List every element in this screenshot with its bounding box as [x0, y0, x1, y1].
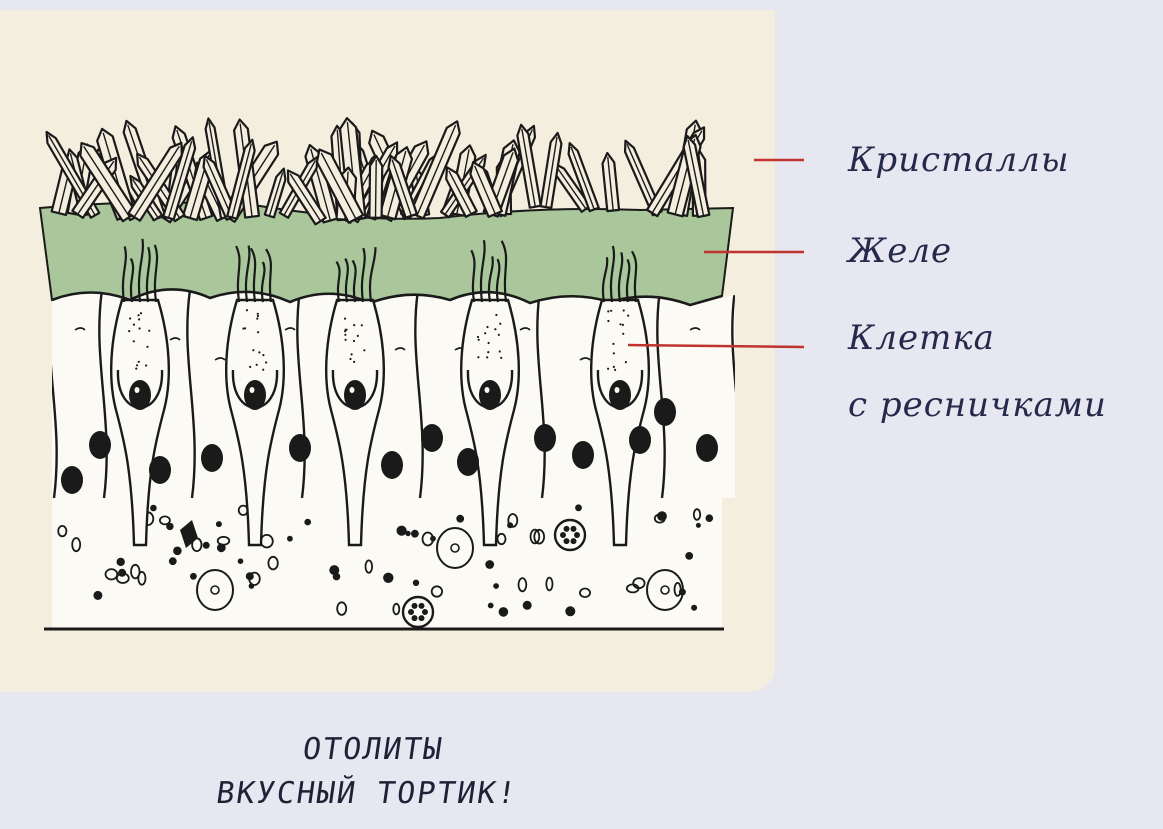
support-nucleus [201, 444, 223, 472]
epithelium-layer [52, 289, 735, 498]
crystal [445, 166, 478, 219]
hair-cell [325, 247, 385, 547]
support-cell-wall [731, 289, 735, 498]
crystal [226, 138, 256, 220]
support-cell-nuclei [61, 398, 718, 494]
support-nucleus [149, 456, 171, 484]
hair-cells [110, 238, 650, 547]
granular-cell [401, 595, 435, 629]
support-cell-wall [656, 289, 666, 498]
label-hair-cell-line1: Клетка [848, 318, 995, 358]
cell-leader-line [627, 343, 805, 349]
hair-cell [590, 245, 650, 547]
crystal [127, 141, 183, 222]
crystals-layer [45, 117, 711, 226]
hair-cell [460, 239, 520, 547]
hair-cell [225, 245, 285, 547]
crystal [567, 142, 600, 213]
support-nucleus [421, 424, 443, 452]
tissue-cell [646, 569, 684, 611]
support-cell-wall [52, 289, 58, 498]
label-crystals: Кристаллы [848, 140, 1070, 180]
crystal [286, 169, 327, 226]
support-nucleus [654, 398, 676, 426]
support-nucleus [89, 431, 111, 459]
crystal [368, 154, 384, 219]
crystal [601, 151, 621, 213]
support-cell-wall [296, 289, 306, 498]
caption: ОТОЛИТЫ ВКУСНЫЙ ТОРТИК! [194, 728, 546, 816]
hair-cell [110, 238, 170, 547]
support-cell-wall [536, 289, 546, 498]
crystal [682, 134, 711, 219]
label-jelly: Желе [848, 231, 953, 271]
crystal [409, 120, 461, 220]
support-nucleus [289, 434, 311, 462]
support-cell-wall [186, 289, 196, 498]
crystal [516, 123, 542, 209]
tissue-cell [196, 569, 234, 611]
support-cell-wall [98, 289, 108, 498]
support-nucleus [572, 441, 594, 469]
support-nucleus [696, 434, 718, 462]
support-nucleus [457, 448, 479, 476]
support-nucleus [61, 466, 83, 494]
crystal [263, 167, 287, 219]
support-nucleus [629, 426, 651, 454]
caption-line2: ВКУСНЫЙ ТОРТИК! [214, 776, 520, 811]
caption-line1: ОТОЛИТЫ [300, 732, 446, 767]
crystal [387, 154, 418, 219]
crystal [539, 131, 563, 210]
support-nucleus [534, 424, 556, 452]
connective-tissue [57, 504, 714, 629]
tissue-cell [436, 527, 474, 569]
granular-cell [553, 518, 587, 552]
label-hair-cell-line2: с ресничками [848, 385, 1107, 425]
crystal [315, 148, 365, 224]
crystal [469, 160, 504, 218]
support-cell-wall [414, 289, 424, 498]
support-nucleus [381, 451, 403, 479]
